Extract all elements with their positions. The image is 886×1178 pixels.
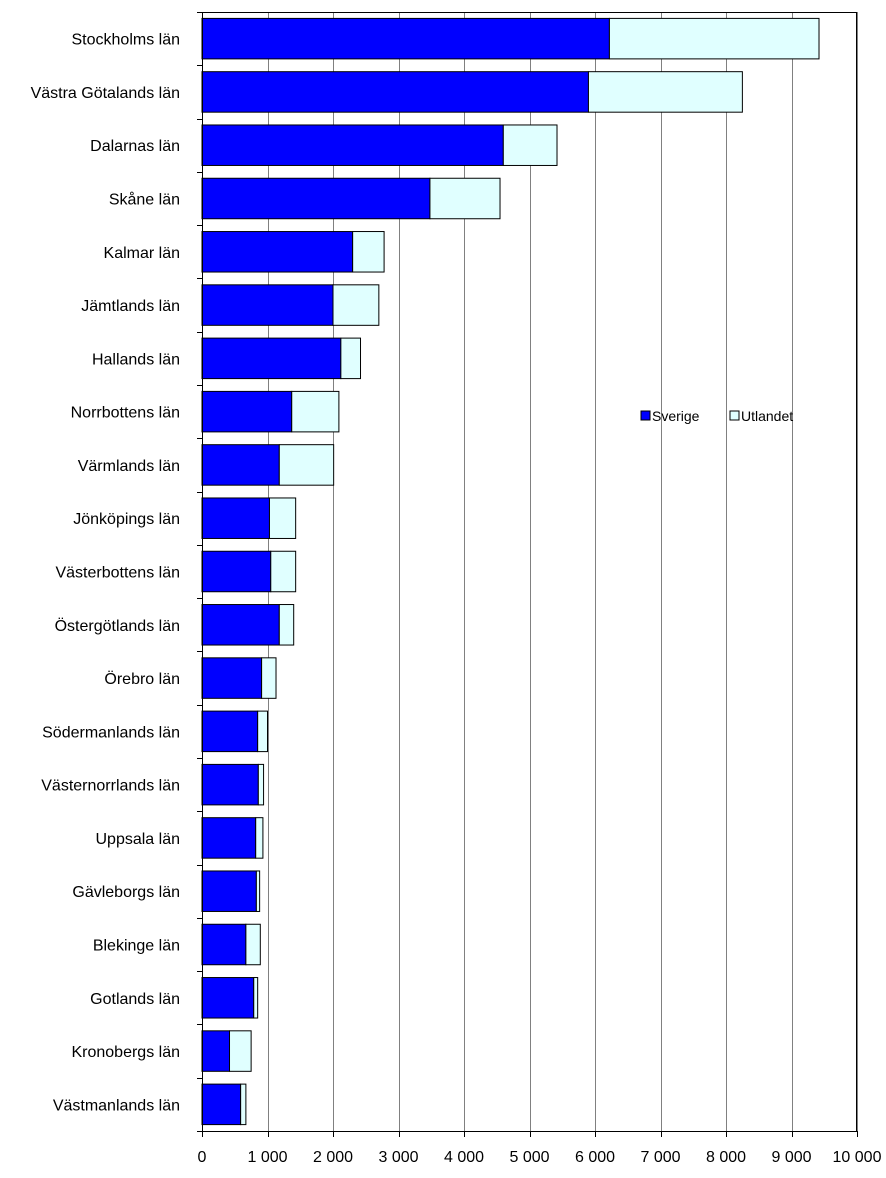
category-label: Hallands län <box>92 351 180 368</box>
category-label: Östergötlands län <box>55 617 180 635</box>
bar-sverige-20 <box>201 1083 242 1126</box>
x-tick-label: 6 000 <box>575 1149 615 1166</box>
category-label: Uppsala län <box>96 831 181 848</box>
legend-swatch-utlandet <box>729 410 740 421</box>
category-label: Dalarnas län <box>90 138 180 155</box>
category-label: Stockholms län <box>72 32 181 49</box>
category-label: Gävleborgs län <box>72 884 180 901</box>
bar-utlandet-13 <box>257 710 268 753</box>
category-label: Blekinge län <box>93 938 180 955</box>
bar-sverige-4 <box>201 231 354 273</box>
x-tick-label: 7 000 <box>640 1149 680 1166</box>
x-tick-label: 1 000 <box>247 1149 287 1166</box>
bar-utlandet-10 <box>270 550 297 593</box>
bar-utlandet-16 <box>255 870 261 912</box>
bar-sverige-13 <box>201 710 259 753</box>
bars <box>201 17 820 1126</box>
bar-utlandet-18 <box>253 977 259 1019</box>
bar-utlandet-3 <box>429 177 501 220</box>
bar-utlandet-6 <box>340 337 362 380</box>
category-label: Västmanlands län <box>53 1097 180 1114</box>
bar-sverige-1 <box>201 71 589 113</box>
bar-utlandet-12 <box>261 657 277 699</box>
bar-utlandet-17 <box>245 923 261 966</box>
bar-utlandet-7 <box>291 390 340 433</box>
bar-sverige-17 <box>201 923 247 966</box>
bar-utlandet-20 <box>240 1083 247 1126</box>
x-tick-label: 2 000 <box>313 1149 353 1166</box>
category-label: Örebro län <box>104 670 180 688</box>
axes <box>197 12 858 1137</box>
bar-utlandet-0 <box>608 17 820 60</box>
x-tick-label: 3 000 <box>378 1149 418 1166</box>
x-tick-label: 4 000 <box>444 1149 484 1166</box>
x-tick-label: 0 <box>198 1149 207 1166</box>
bar-sverige-16 <box>201 870 257 912</box>
bar-utlandet-4 <box>352 231 385 273</box>
bar-utlandet-14 <box>257 763 265 806</box>
bar-sverige-2 <box>201 124 504 166</box>
category-label: Västerbottens län <box>55 565 180 582</box>
bar-sverige-12 <box>201 657 263 699</box>
bar-sverige-5 <box>201 284 334 326</box>
legend-label-sverige: Sverige <box>652 408 700 424</box>
legend-label-utlandet: Utlandet <box>741 408 793 424</box>
bar-sverige-15 <box>201 817 257 859</box>
bar-sverige-18 <box>201 977 255 1019</box>
category-label: Jönköpings län <box>73 511 180 528</box>
bar-sverige-7 <box>201 390 293 433</box>
bar-utlandet-15 <box>255 817 264 859</box>
category-label: Norrbottens län <box>71 405 180 422</box>
category-label: Västra Götalands län <box>31 85 180 102</box>
legend: Sverige Utlandet <box>640 408 793 424</box>
category-label: Värmlands län <box>78 458 180 475</box>
bar-sverige-9 <box>201 497 270 539</box>
bar-sverige-19 <box>201 1030 231 1072</box>
category-labels: Stockholms län Västra Götalands län Dalarn… <box>31 32 180 1115</box>
bar-sverige-11 <box>201 604 280 646</box>
bar-sverige-14 <box>201 763 259 806</box>
x-tick-label: 5 000 <box>509 1149 549 1166</box>
bar-utlandet-11 <box>278 604 295 646</box>
x-tick-label: 9 000 <box>771 1149 811 1166</box>
bar-utlandet-9 <box>268 497 297 539</box>
legend-swatch-sverige <box>640 410 651 421</box>
category-label: Kronobergs län <box>71 1044 180 1061</box>
bar-sverige-10 <box>201 550 272 593</box>
bar-sverige-6 <box>201 337 342 380</box>
bar-sverige-3 <box>201 177 431 220</box>
bar-sverige-0 <box>201 17 610 60</box>
x-tick-labels: 0 1 000 2 000 3 000 4 000 5 000 6 000 7 000 8 00… <box>198 1149 882 1166</box>
category-label: Gotlands län <box>90 991 180 1008</box>
bar-utlandet-19 <box>229 1030 252 1072</box>
bar-sverige-8 <box>201 444 280 486</box>
bar-utlandet-1 <box>587 71 743 113</box>
category-label: Västernorrlands län <box>41 778 180 795</box>
x-tick-label: 8 000 <box>706 1149 746 1166</box>
bar-utlandet-2 <box>502 124 558 166</box>
category-label: Jämtlands län <box>81 298 180 315</box>
bar-utlandet-8 <box>278 444 335 486</box>
category-label: Södermanlands län <box>42 724 180 741</box>
category-label: Kalmar län <box>104 245 180 262</box>
x-tick-label: 10 000 <box>833 1149 882 1166</box>
bar-utlandet-5 <box>332 284 380 326</box>
category-label: Skåne län <box>109 191 180 209</box>
